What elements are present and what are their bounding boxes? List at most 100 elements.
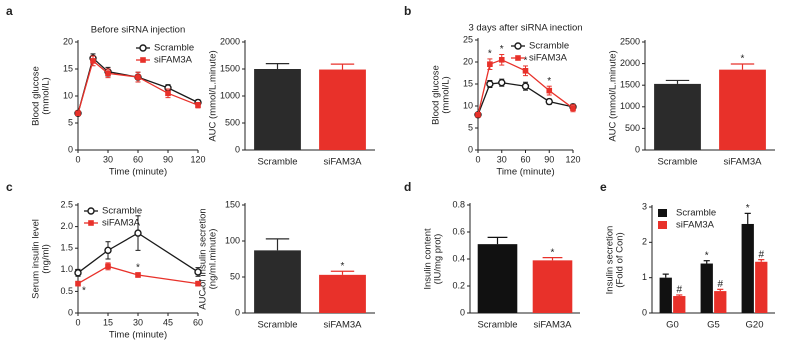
y-tick-label: 1 — [642, 272, 647, 282]
legend-marker — [514, 42, 522, 50]
y-tick-label: 0 — [642, 307, 647, 317]
x-tick-label: siFAM3A — [723, 157, 762, 168]
legend-swatch — [658, 209, 667, 217]
y-tick-label: 20 — [463, 56, 473, 66]
significance: * — [741, 54, 745, 65]
point — [195, 280, 201, 287]
point — [194, 268, 202, 276]
y-tick-label: 10 — [63, 90, 73, 100]
x-tick-label: 0 — [75, 317, 80, 327]
x-tick-label: siFAM3A — [323, 157, 362, 168]
x-tick-label: G20 — [746, 320, 764, 331]
bar — [719, 69, 766, 150]
y-axis-label: Insulin content — [423, 228, 434, 290]
point — [135, 74, 141, 80]
x-tick-label: 0 — [475, 154, 480, 164]
legend-marker — [87, 207, 95, 215]
legend-label: siFAM3A — [102, 218, 141, 229]
y-axis-label: (ng/ml.minute) — [208, 229, 219, 290]
y-tick-label: 2.0 — [60, 221, 73, 231]
significance: * — [705, 250, 709, 261]
point — [135, 272, 141, 278]
x-tick-label: 0 — [75, 154, 80, 164]
series-line — [77, 232, 199, 274]
y-tick-label: 1.0 — [60, 264, 73, 274]
point — [522, 68, 529, 74]
legend-label: siFAM3A — [676, 220, 715, 231]
significance: * — [500, 44, 504, 55]
significance: * — [746, 203, 750, 214]
y-tick-label: 15 — [63, 63, 73, 73]
point — [105, 70, 111, 77]
point — [195, 102, 201, 108]
series-line — [77, 57, 199, 114]
point — [521, 82, 530, 90]
y-tick-label: 0 — [68, 144, 73, 154]
x-tick-label: siFAM3A — [533, 320, 572, 331]
significance: # — [676, 285, 682, 296]
x-tick-label: 90 — [163, 154, 173, 164]
point — [90, 58, 96, 64]
y-tick-label: 500 — [625, 123, 640, 133]
bar — [319, 274, 366, 313]
y-tick-label: 1.5 — [60, 243, 73, 253]
legend-label: Scramble — [529, 41, 569, 52]
bar — [659, 277, 672, 313]
y-axis-label: (mmol/L) — [441, 76, 452, 113]
chart-title: Before siRNA injection — [91, 25, 186, 36]
chart-title: 3 days after siRNA inection — [468, 23, 582, 34]
legend-label: siFAM3A — [154, 55, 193, 66]
y-axis-label: (mmol/L) — [41, 77, 52, 114]
point — [487, 61, 493, 67]
y-axis-label: Blood glucose — [31, 66, 42, 126]
point — [498, 57, 505, 63]
y-tick-label: 0.5 — [60, 286, 73, 296]
y-tick-label: 15 — [463, 78, 473, 88]
legend-marker — [139, 44, 147, 52]
point — [475, 112, 481, 118]
bar — [673, 296, 686, 313]
x-tick-label: 15 — [103, 317, 113, 327]
y-axis-label: (Fold of Con) — [615, 232, 626, 287]
y-axis-label: AUC (mmol/L.minute) — [208, 50, 219, 141]
y-tick-label: 0 — [468, 144, 473, 154]
panel: 0 50 100 150 AUC of insulin secretion (ng/ml.… — [198, 199, 375, 331]
point — [75, 280, 81, 287]
x-tick-label: 90 — [544, 154, 554, 164]
legend-swatch — [658, 221, 667, 229]
y-tick-label: 5 — [68, 117, 73, 127]
x-tick-label: Scramble — [477, 320, 517, 331]
bar — [700, 263, 713, 313]
panel-label: e — [600, 180, 607, 194]
x-tick-label: 60 — [133, 154, 143, 164]
y-tick-label: 150 — [225, 199, 240, 209]
x-axis-label: Time (minute) — [109, 330, 167, 341]
x-tick-label: 30 — [133, 317, 143, 327]
y-tick-label: 0 — [235, 307, 240, 317]
x-tick-label: 120 — [190, 154, 205, 164]
x-tick-label: G5 — [707, 320, 720, 331]
series-line — [477, 82, 574, 116]
x-tick-label: Scramble — [657, 157, 697, 168]
bar — [254, 250, 301, 313]
y-tick-label: 0.6 — [452, 226, 465, 236]
y-axis-label: (IU/mg prot) — [433, 234, 444, 285]
y-tick-label: 50 — [230, 271, 240, 281]
y-tick-label: 1500 — [220, 63, 240, 73]
x-tick-label: Scramble — [257, 157, 297, 168]
panel: c 0 0.5 1.0 1.5 2.0 2.5 Serum insulin level (ng/… — [6, 180, 206, 340]
x-tick-label: Scramble — [257, 320, 297, 331]
x-tick-label: 30 — [497, 154, 507, 164]
legend-label: Scramble — [102, 206, 142, 217]
legend-label: Scramble — [676, 208, 716, 219]
y-tick-label: 5 — [468, 122, 473, 132]
point — [545, 97, 553, 106]
bar — [741, 223, 754, 313]
legend-label: siFAM3A — [529, 53, 568, 64]
x-axis-label: Time (minute) — [496, 167, 554, 178]
x-tick-label: 120 — [565, 154, 580, 164]
y-axis-label: Blood glucose — [431, 65, 442, 125]
